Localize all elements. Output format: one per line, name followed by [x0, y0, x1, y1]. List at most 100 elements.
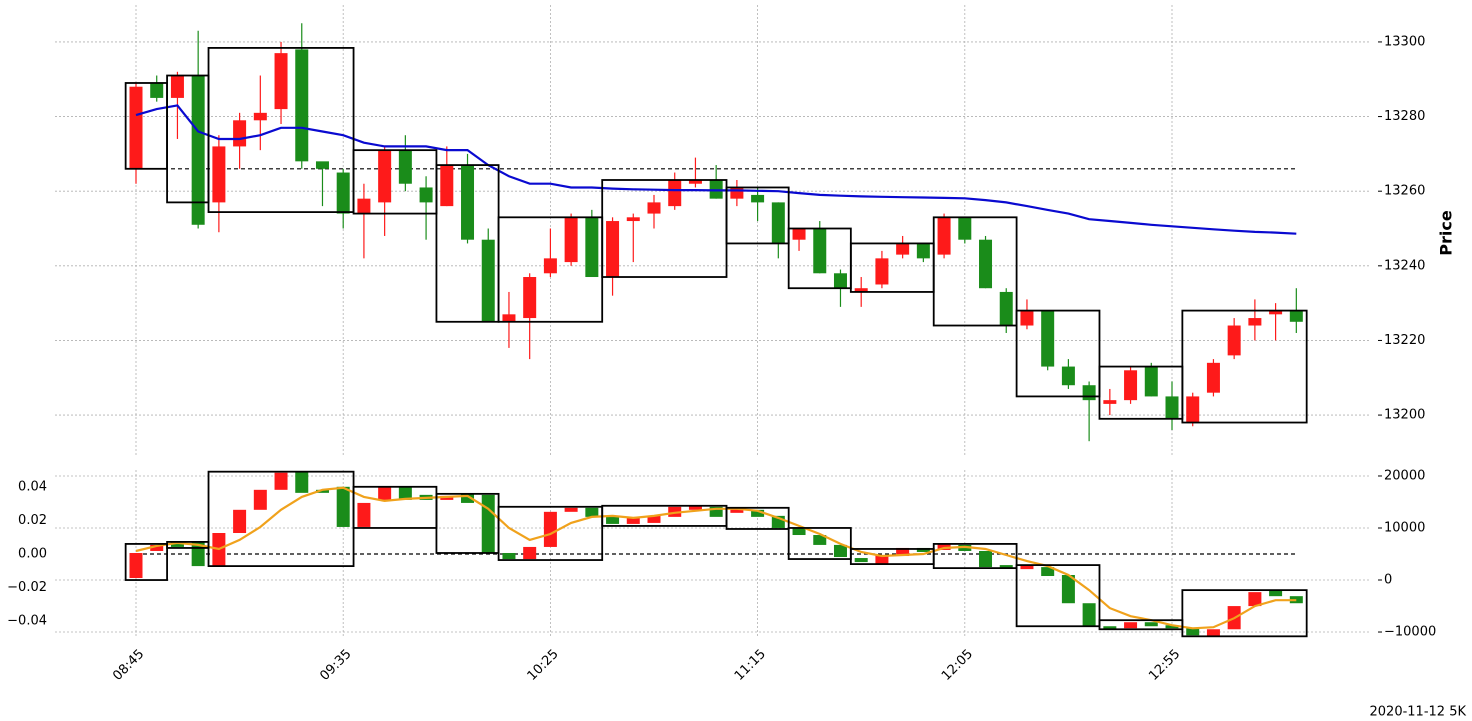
candle-body: [419, 187, 433, 203]
candle-body: [523, 546, 537, 560]
candle-body: [751, 509, 765, 517]
candle-body: [1269, 590, 1283, 597]
candle-body: [626, 517, 640, 524]
candle-body: [233, 509, 247, 533]
candle-body: [523, 277, 537, 319]
candle-body: [833, 273, 847, 289]
y2-tick-label: −10000: [1384, 625, 1436, 640]
y2-tick-label: 20000: [1384, 468, 1425, 483]
candle-body: [398, 486, 412, 500]
candle-body: [1206, 362, 1220, 393]
range-box: [497, 505, 604, 561]
candle-body: [1269, 310, 1283, 315]
x-tick-label: 12:55: [1146, 647, 1183, 684]
candle-body: [150, 82, 164, 98]
candle-body: [481, 239, 495, 322]
candle-body: [854, 558, 868, 563]
y2-tick-label: 10000: [1384, 520, 1425, 535]
candle-body: [543, 258, 557, 274]
candle-body: [1206, 629, 1220, 637]
range-box: [1015, 564, 1101, 628]
y-tick-label: −0.04: [7, 614, 47, 629]
candle-body: [274, 53, 288, 110]
candle-body: [606, 515, 620, 524]
candle-body: [1124, 622, 1138, 629]
candle-body: [378, 486, 392, 500]
candle-body: [1289, 596, 1303, 604]
candle-body: [999, 565, 1013, 569]
candle-body: [1103, 400, 1117, 404]
range-box: [725, 186, 790, 245]
candle-body: [315, 161, 329, 169]
range-box: [207, 47, 355, 213]
candle-body: [336, 486, 350, 527]
candle-body: [357, 198, 371, 214]
candle-body: [730, 187, 744, 199]
candle-body: [543, 511, 557, 547]
candle-body: [1186, 396, 1200, 423]
y-tick-label: 13260: [1384, 184, 1425, 199]
candle-body: [502, 314, 516, 322]
range-box: [601, 179, 728, 278]
y2-tick-label: 0: [1384, 573, 1392, 588]
candle-body: [875, 258, 889, 285]
candle-body: [979, 550, 993, 568]
range-box: [1015, 309, 1101, 398]
y-axis-label: Price: [1437, 210, 1456, 256]
candle-body: [1082, 385, 1096, 401]
candle-body: [1082, 603, 1096, 627]
candle-body: [896, 243, 910, 255]
candle-body: [564, 507, 578, 512]
candle-body: [1227, 325, 1241, 356]
candle-body: [253, 489, 267, 510]
candle-body: [688, 180, 702, 184]
candle-body: [295, 471, 309, 493]
candle-body: [357, 502, 371, 527]
candle-body: [1124, 370, 1138, 401]
candle-body: [979, 239, 993, 289]
candle-body: [315, 489, 329, 493]
y-tick-label: 13300: [1384, 34, 1425, 49]
candle-body: [481, 494, 495, 553]
candle-body: [1020, 565, 1034, 570]
x-tick-label: 08:45: [110, 647, 147, 684]
candle-body: [461, 165, 475, 240]
range-box: [932, 543, 1018, 570]
candle-body: [771, 202, 785, 244]
candle-body: [1165, 396, 1179, 419]
candle-body: [999, 291, 1013, 326]
candle-body: [1248, 318, 1262, 326]
candle-body: [606, 221, 620, 278]
candle-body: [833, 544, 847, 558]
range-box: [787, 527, 852, 560]
candle-body: [896, 547, 910, 557]
candle-body: [751, 194, 765, 203]
candle-body: [150, 544, 164, 551]
candle-body: [688, 505, 702, 510]
ma-line: [135, 486, 1297, 630]
candle-body: [461, 493, 475, 503]
candle-body: [626, 217, 640, 222]
candle-body: [564, 217, 578, 263]
candle-body: [854, 288, 868, 292]
candle-body: [336, 172, 350, 214]
candle-body: [1061, 366, 1075, 386]
range-box: [124, 543, 168, 581]
y-tick-label: 13200: [1384, 408, 1425, 423]
candle-body: [813, 228, 827, 274]
candle-body: [585, 507, 599, 517]
footnote: 2020-11-12 5K: [1370, 705, 1467, 720]
candle-body: [792, 228, 806, 240]
candle-body: [212, 146, 226, 203]
candle-body: [233, 120, 247, 147]
candle-body: [1248, 592, 1262, 607]
y-tick-label: 0.04: [18, 479, 47, 494]
y-tick-label: −0.02: [7, 580, 47, 595]
candle-body: [1165, 625, 1179, 629]
candle-body: [253, 112, 267, 121]
candle-body: [129, 552, 143, 579]
x-tick-label: 09:35: [317, 647, 354, 684]
range-box: [932, 216, 1018, 327]
candle-body: [170, 75, 184, 98]
